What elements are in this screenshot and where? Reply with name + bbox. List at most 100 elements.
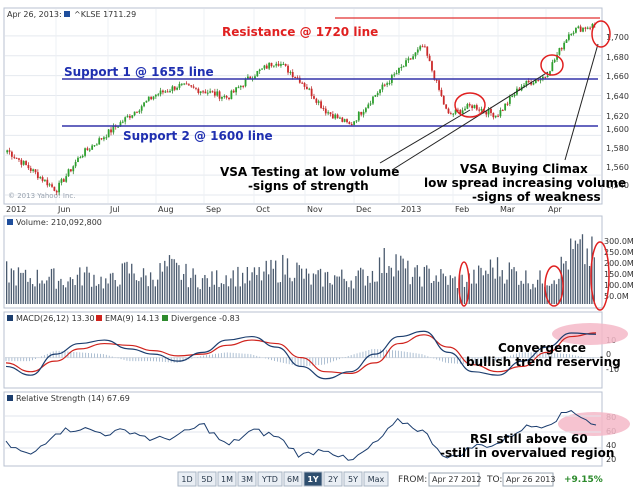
price-candle: [254, 76, 256, 79]
price-candle: [523, 85, 525, 87]
price-candle: [527, 80, 530, 83]
price-candle: [18, 158, 20, 160]
price-candle: [185, 83, 188, 85]
range-button-6m[interactable]: 6M: [283, 471, 303, 487]
volume-bar: [555, 284, 558, 304]
to-input[interactable]: [502, 472, 554, 487]
price-candle: [376, 93, 379, 96]
volume-bar: [223, 284, 225, 304]
resistance-annotation: Resistance @ 1720 line: [222, 25, 378, 39]
price-y-tick: 1,600: [606, 125, 629, 134]
price-candle: [29, 168, 32, 171]
from-value: Apr 27 2012: [432, 475, 481, 484]
price-candle: [372, 96, 374, 104]
price-candle: [159, 90, 162, 95]
volume-bar: [334, 275, 336, 304]
volume-bar: [301, 268, 303, 304]
price-candle: [133, 111, 136, 116]
price-y-tick: 1,640: [606, 92, 629, 101]
price-candle: [20, 159, 23, 165]
volume-bar: [105, 278, 107, 304]
volume-bar: [385, 272, 388, 304]
price-candle: [473, 105, 476, 109]
volume-bar: [159, 263, 161, 304]
volume-bar: [454, 276, 456, 304]
price-candle: [44, 179, 46, 181]
volume-bar: [239, 286, 241, 304]
volume-bar: [211, 271, 213, 304]
price-candle: [270, 62, 273, 67]
price-candle: [567, 34, 570, 40]
volume-bar: [22, 272, 24, 304]
range-button-label: 1D: [181, 475, 192, 484]
volume-bar: [234, 286, 237, 304]
price-candle: [291, 72, 294, 78]
price-candle: [320, 101, 322, 108]
price-candle: [549, 71, 551, 76]
range-button-label: 2Y: [328, 475, 338, 484]
price-candle: [341, 117, 344, 122]
volume-bar: [65, 287, 67, 304]
volume-bar: [341, 269, 343, 304]
price-candle: [468, 104, 471, 106]
range-button-ytd[interactable]: YTD: [257, 471, 283, 487]
volume-bar: [15, 285, 17, 304]
price-candle: [70, 169, 72, 172]
ticker-label: ^KLSE 1711.29: [74, 10, 136, 19]
volume-bar: [197, 287, 199, 304]
range-button-5d[interactable]: 5D: [197, 471, 217, 487]
price-y-tick: 1,580: [606, 144, 629, 153]
range-button-1y[interactable]: 1Y: [303, 471, 323, 487]
vsa-testing-annotation: VSA Testing at low volume: [220, 165, 399, 179]
rsi-swatch: [7, 395, 13, 401]
range-button-5y[interactable]: 5Y: [343, 471, 363, 487]
volume-bar: [577, 243, 579, 304]
rsi-label: Relative Strength (14) 67.69: [16, 394, 130, 403]
vsa-testing-annotation: -signs of strength: [248, 179, 369, 193]
range-button-2y[interactable]: 2Y: [323, 471, 343, 487]
volume-bar: [404, 268, 407, 304]
price-candle: [79, 157, 82, 159]
from-input[interactable]: [428, 472, 480, 487]
volume-bar: [440, 269, 442, 304]
volume-bar: [352, 288, 355, 304]
volume-bar: [331, 284, 333, 304]
volume-bar: [213, 284, 215, 304]
support2-annotation: Support 2 @ 1600 line: [123, 129, 273, 143]
range-button-1m[interactable]: 1M: [217, 471, 237, 487]
price-candle: [197, 88, 200, 93]
price-candle: [504, 103, 507, 111]
volume-bar: [503, 283, 506, 304]
volume-bar: [6, 261, 8, 304]
price-candle: [34, 169, 37, 173]
volume-bar: [178, 265, 180, 304]
volume-bar: [560, 256, 562, 304]
volume-bar: [588, 266, 591, 304]
range-button-1d[interactable]: 1D: [177, 471, 197, 487]
price-candle: [395, 73, 398, 75]
volume-bar: [522, 283, 525, 304]
volume-bar: [55, 288, 57, 304]
volume-bar: [501, 270, 503, 304]
volume-bar: [166, 266, 168, 304]
range-button-3m[interactable]: 3M: [237, 471, 257, 487]
price-candle: [209, 91, 212, 93]
volume-y-axis: 300.0M 250.0M 200.0M 150.0M 100.0M 50.0M: [604, 237, 634, 301]
price-candle: [232, 90, 235, 93]
volume-y-tick: 50.0M: [604, 292, 629, 301]
volume-bar: [362, 269, 364, 304]
price-candle: [124, 117, 127, 122]
volume-bar: [345, 281, 348, 304]
price-candle: [178, 83, 181, 88]
volume-bar: [511, 269, 513, 304]
price-candle: [296, 77, 299, 79]
price-candle: [183, 83, 186, 85]
range-button-max[interactable]: Max: [363, 471, 389, 487]
price-candle: [350, 124, 353, 126]
price-candle: [84, 148, 86, 156]
volume-bar: [470, 283, 473, 304]
price-candle: [25, 161, 27, 165]
price-candle: [235, 87, 237, 93]
volume-highlight-circle: [544, 265, 564, 307]
